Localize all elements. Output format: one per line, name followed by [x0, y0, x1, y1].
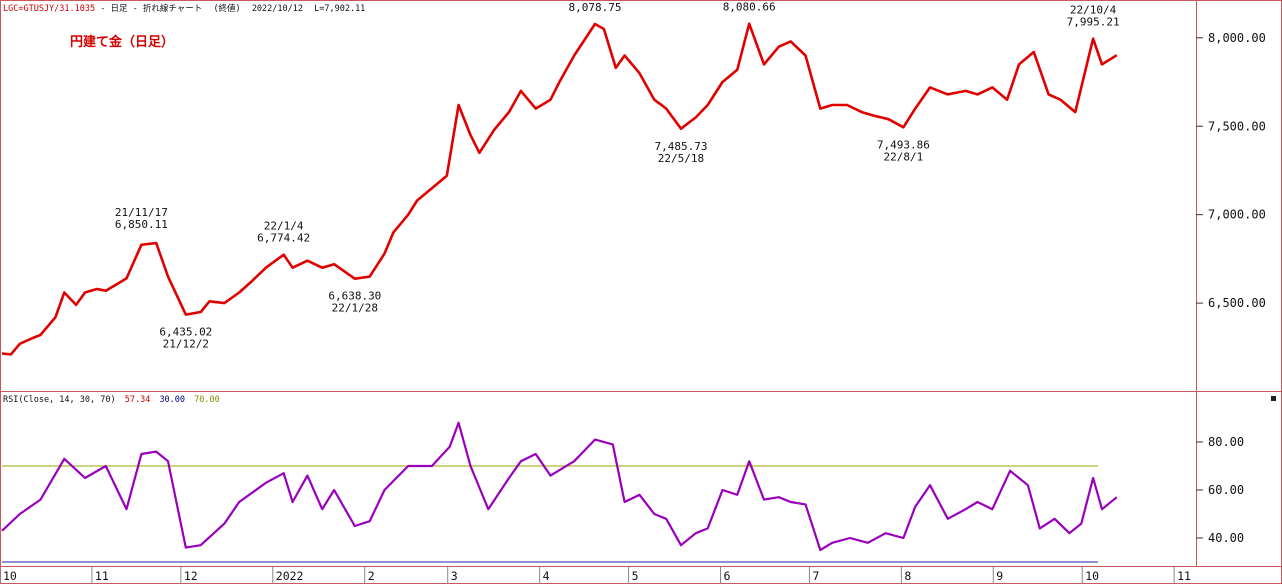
rsi-tick-label: 40.00	[1208, 531, 1244, 545]
annotation-line-1: 6,435.02	[159, 326, 212, 339]
header-chart-kind: 折れ線チャート	[143, 3, 202, 14]
rsi-lower-level: 30.00	[159, 395, 185, 405]
price-y-axis: 6,500.00 7,000.00 7,500.00 8,000.00	[1196, 31, 1266, 310]
rsi-label: RSI(Close, 14, 30, 70)	[3, 395, 116, 405]
rsi-header: RSI(Close, 14, 30, 70) 57.34 30.00 70.00	[3, 395, 220, 405]
chart-subtitle: 円建て金（日足）	[70, 34, 174, 50]
x-tick-label: 12	[184, 569, 198, 583]
annotation-line-2: 6,774.42	[257, 232, 310, 245]
x-tick-label: 8	[904, 569, 911, 583]
annotation-line-1: 21/11/17	[115, 206, 168, 219]
rsi-upper-level: 70.00	[194, 395, 220, 405]
x-tick-label: 4	[543, 569, 550, 583]
price-tick-label: 8,000.00	[1208, 31, 1266, 45]
rsi-tick-label: 60.00	[1208, 483, 1244, 497]
x-tick-label: 7	[812, 569, 819, 583]
annotation-line-1: 22/10/4	[1070, 4, 1117, 17]
annotation-line-1: 7,493.86	[877, 138, 930, 151]
annotation-line-2: 22/5/18	[658, 152, 704, 165]
price-series	[1, 22, 1118, 356]
rsi-tick-label: 80.00	[1208, 435, 1244, 449]
x-tick-label: 11	[95, 569, 109, 583]
price-tick-label: 7,000.00	[1208, 208, 1266, 222]
annotation-line-2: 22/1/28	[332, 302, 378, 315]
time-x-axis: 10 11 12 2022 2 3 4 5 6 7 8 9 10 11	[0, 567, 1191, 584]
x-tick-label: 10	[1085, 569, 1099, 583]
x-tick-label: 2022	[276, 569, 304, 583]
x-tick-label: 6	[723, 569, 730, 583]
annotation-line-1: 22/6/10	[726, 0, 772, 2]
annotation-line-1: 7,485.73	[654, 140, 707, 153]
x-tick-label: 3	[451, 569, 458, 583]
annotation-line-2: 8,078.75	[569, 1, 622, 14]
annotation-line-1: 22/4/19	[572, 0, 618, 2]
x-tick-label: 10	[3, 569, 17, 583]
annotation-line-2: 22/8/1	[883, 150, 923, 163]
annotation-line-2: 8,080.66	[723, 1, 776, 14]
header-last-date: 2022/10/12	[252, 4, 303, 14]
header-sep-2: -	[133, 4, 143, 14]
header-symbol: LGC=GTUSJY/31.1035	[3, 4, 95, 14]
price-line	[1, 22, 1118, 356]
price-tick-label: 7,500.00	[1208, 119, 1266, 133]
annotation-line-2: 7,995.21	[1067, 16, 1120, 29]
annotation-line-2: 21/12/2	[163, 338, 209, 351]
chart-header: LGC=GTUSJY/31.1035 - 日足 - 折れ線チャート (終値) 2…	[3, 3, 365, 14]
header-sep-1: -	[100, 4, 110, 14]
header-price-type: (終値)	[213, 3, 240, 14]
annotation-line-1: 6,638.30	[328, 290, 381, 303]
rsi-current-value: 57.34	[125, 395, 151, 405]
x-tick-label: 9	[996, 569, 1003, 583]
header-period: 日足	[111, 4, 129, 14]
x-tick-label: 5	[632, 569, 639, 583]
rsi-reference-lines	[2, 465, 1098, 563]
x-tick-label: 2	[368, 569, 375, 583]
rsi-panel-close-icon[interactable]	[1271, 396, 1276, 401]
rsi-pane: 40.00 60.00 80.00	[1, 421, 1244, 563]
annotation-line-2: 6,850.11	[115, 218, 168, 231]
price-tick-label: 6,500.00	[1208, 296, 1266, 310]
annotation-line-1: 22/1/4	[264, 220, 304, 233]
rsi-line	[1, 421, 1118, 552]
x-tick-label: 11	[1177, 569, 1191, 583]
price-pane: 6,500.00 7,000.00 7,500.00 8,000.00 21/11/1…	[1, 0, 1266, 356]
header-last-value: L=7,902.11	[314, 4, 365, 14]
rsi-y-axis: 40.00 60.00 80.00	[1196, 435, 1244, 545]
rsi-series	[1, 421, 1118, 552]
